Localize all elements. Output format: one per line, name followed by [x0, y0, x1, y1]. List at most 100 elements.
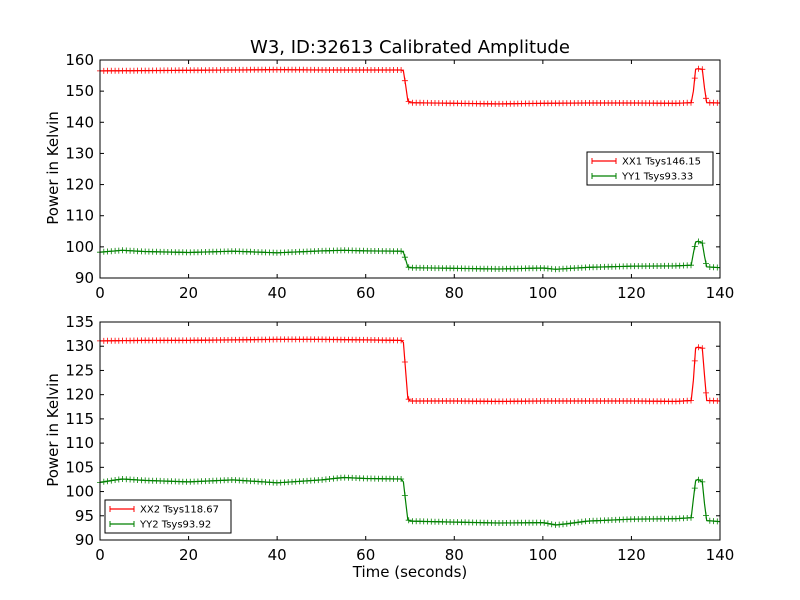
data-point: [695, 65, 702, 72]
series-1: [97, 336, 721, 405]
data-point: [578, 518, 585, 525]
legend-marker: [591, 173, 617, 179]
plot-frame: [99, 321, 721, 541]
data-point: [699, 240, 706, 247]
data-point: [563, 520, 570, 527]
legend-box: [104, 499, 232, 534]
top-y-axis-label: Power in Kelvin: [44, 111, 62, 225]
data-point: [100, 478, 107, 485]
data-point: [688, 514, 694, 521]
y-tick-label: 130: [65, 337, 94, 355]
data-point: [703, 260, 709, 267]
x-tick-label: 100: [529, 284, 558, 302]
data-point: [571, 519, 578, 526]
x-tick-label: 140: [706, 284, 735, 302]
series-2: [97, 474, 721, 528]
data-point: [688, 99, 694, 106]
data-point: [405, 264, 412, 271]
legend-marker: [109, 521, 135, 527]
x-axis-label: Time (seconds): [352, 563, 468, 581]
data-point: [112, 477, 119, 483]
series-1: [97, 65, 721, 107]
data-point: [405, 98, 412, 105]
x-tick-label: 60: [356, 284, 375, 302]
data-point: [703, 389, 709, 396]
x-tick-label: 40: [268, 284, 287, 302]
x-tick-label: 0: [95, 546, 105, 564]
x-tick-label: 120: [617, 284, 646, 302]
x-tick-label: 40: [268, 546, 287, 564]
top-panel: 0 20 40 60 80 100 120 140 90 100 110 120 130 140 150 16…: [65, 51, 734, 302]
y-tick-label: 105: [65, 458, 94, 476]
series-line: [99, 338, 721, 403]
y-tick-label: 90: [75, 531, 94, 549]
data-point: [405, 517, 412, 524]
legend-marker: [591, 158, 617, 164]
data-point: [401, 254, 408, 261]
y-tick-label: 160: [65, 51, 94, 69]
data-point: [714, 264, 721, 271]
data-point: [401, 492, 408, 499]
y-tick-label: 125: [65, 361, 94, 379]
x-tick-label: 80: [445, 546, 464, 564]
y-tick-label: 120: [65, 176, 94, 194]
data-point: [714, 518, 721, 525]
bottom-y-axis-label: Power in Kelvin: [44, 373, 62, 487]
data-point: [548, 521, 555, 528]
legend-label: XX1 Tsys146.15: [622, 157, 701, 168]
data-point: [405, 396, 412, 403]
legend-label: YY1 Tsys93.33: [621, 172, 693, 183]
data-point: [703, 95, 709, 102]
data-point: [699, 345, 706, 352]
plot-frame: [99, 59, 721, 279]
data-point: [695, 476, 702, 483]
x-tick-label: 20: [179, 546, 198, 564]
y-tick-label: 120: [65, 386, 94, 404]
data-point: [115, 476, 122, 483]
chart-title: W3, ID:32613 Calibrated Amplitude: [250, 37, 570, 58]
x-tick-label: 20: [179, 284, 198, 302]
data-point: [544, 520, 551, 527]
data-point: [688, 262, 694, 269]
data-point: [319, 476, 326, 483]
y-tick-label: 95: [75, 507, 94, 525]
data-point: [398, 248, 405, 255]
data-point: [398, 476, 405, 482]
data-point: [541, 519, 548, 526]
y-tick-label: 90: [75, 269, 94, 287]
data-point: [104, 478, 111, 485]
data-point: [567, 520, 574, 527]
data-point: [691, 243, 698, 250]
data-point: [401, 359, 408, 365]
data-point: [703, 512, 709, 519]
data-point: [699, 66, 706, 73]
y-tick-label: 100: [65, 483, 94, 501]
y-tick-label: 110: [65, 207, 94, 225]
data-point: [714, 99, 721, 106]
y-tick-label: 135: [65, 313, 94, 331]
x-tick-label: 140: [706, 546, 735, 564]
y-tick-label: 140: [65, 113, 94, 131]
x-tick-label: 60: [356, 546, 375, 564]
x-tick-label: 100: [529, 546, 558, 564]
y-tick-label: 115: [65, 410, 94, 428]
legend-label: YY2 Tsys93.92: [139, 520, 211, 531]
x-tick-label: 0: [95, 284, 105, 302]
data-point: [401, 77, 408, 84]
y-tick-label: 110: [65, 434, 94, 452]
legend: XX2 Tsys118.67 YY2 Tsys93.92: [104, 499, 232, 534]
bottom-panel: 0 20 40 60 80 100 120 140 90 95 100 105 110 115 120 125…: [65, 313, 734, 564]
data-point: [691, 485, 698, 492]
series-line: [99, 68, 721, 105]
legend: XX1 Tsys146.15 YY1 Tsys93.33: [586, 151, 714, 186]
data-point: [108, 477, 115, 484]
data-point: [695, 238, 702, 245]
x-tick-label: 120: [617, 546, 646, 564]
series-2: [97, 238, 721, 273]
data-point: [691, 357, 698, 364]
y-tick-label: 150: [65, 82, 94, 100]
x-tick-label: 80: [445, 284, 464, 302]
y-tick-label: 100: [65, 238, 94, 256]
y-tick-label: 130: [65, 144, 94, 162]
data-point: [398, 67, 405, 73]
